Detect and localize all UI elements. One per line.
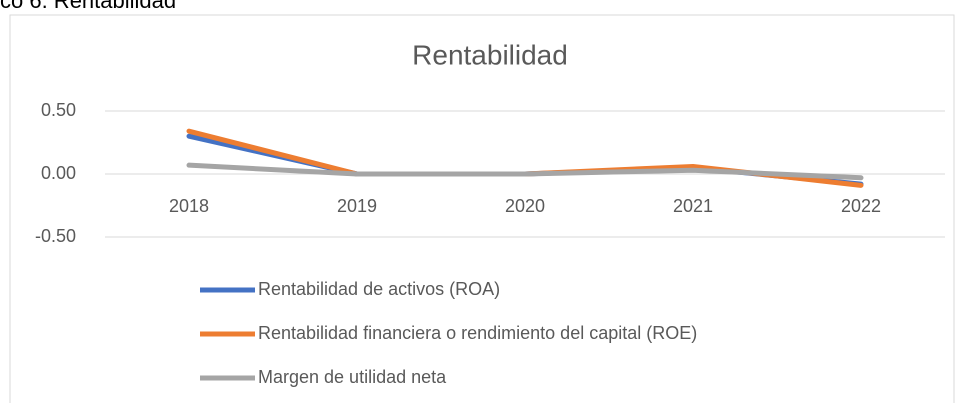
chart-frame [9, 14, 955, 403]
chart-title: Rentabilidad [412, 39, 568, 70]
series-line [186, 133, 864, 187]
y-tick-label: 0.50 [41, 100, 76, 120]
x-tick-label: 2019 [337, 196, 377, 216]
x-tick-label: 2022 [841, 196, 881, 216]
series-line [186, 162, 864, 181]
x-tick-label: 2020 [505, 196, 545, 216]
x-tick-label: 2021 [673, 196, 713, 216]
series-line [186, 128, 864, 188]
y-tick-label: -0.50 [35, 226, 76, 246]
y-tick-label: 0.00 [41, 163, 76, 183]
x-tick-label: 2018 [169, 196, 209, 216]
legend-label: Rentabilidad financiera o rendimiento de… [258, 323, 697, 343]
legend-label: Rentabilidad de activos (ROA) [258, 279, 500, 299]
legend-label: Margen de utilidad neta [258, 367, 447, 387]
caption: co 6. Rentabilidad [0, 0, 176, 13]
